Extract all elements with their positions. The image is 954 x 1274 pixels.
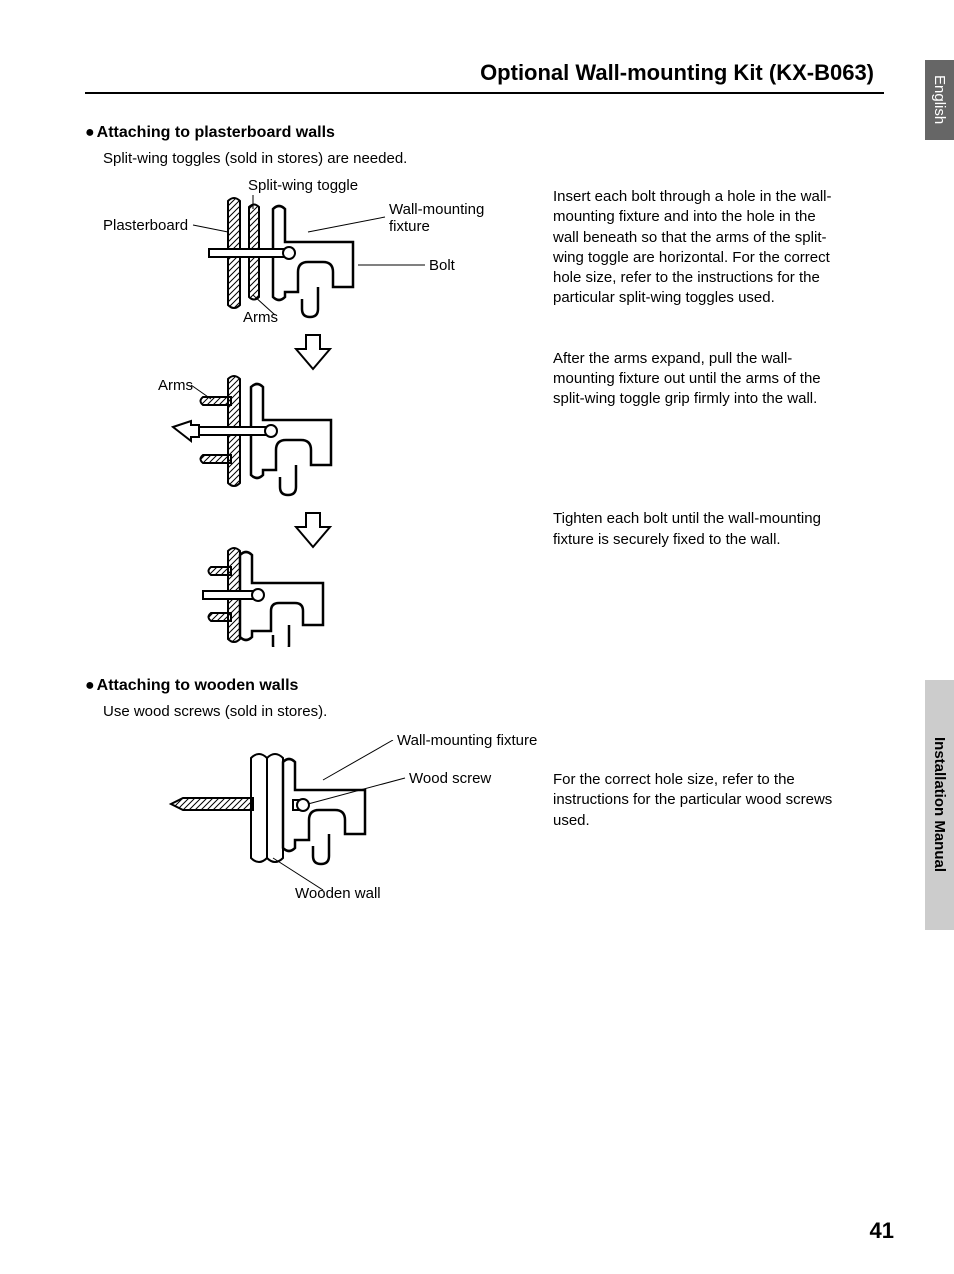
plasterboard-step2: After the arms expand, pull the wall-mou… [553, 349, 833, 410]
wooden-steps-text: For the correct hole size, refer to the … [553, 740, 833, 920]
label-arms-top: Arms [243, 309, 278, 326]
wooden-heading: Attaching to wooden walls [85, 677, 884, 695]
plasterboard-steps-text: Insert each bolt through a hole in the w… [553, 187, 833, 647]
language-tab: English [925, 60, 954, 140]
plasterboard-intro: Split-wing toggles (sold in stores) are … [103, 150, 884, 167]
wooden-diagram: Wall-mounting fixture Wood screw Wooden … [103, 740, 523, 920]
plasterboard-step1: Insert each bolt through a hole in the w… [553, 187, 833, 309]
wooden-step1: For the correct hole size, refer to the … [553, 770, 833, 831]
plasterboard-step3: Tighten each bolt until the wall-mountin… [553, 509, 833, 550]
label-split-wing-toggle: Split-wing toggle [248, 177, 358, 194]
label-plasterboard: Plasterboard [103, 217, 188, 234]
manual-tab: Installation Manual [925, 680, 954, 930]
page-title: Optional Wall-mounting Kit (KX-B063) [85, 60, 884, 94]
label-wood-wall-mounting-fixture: Wall-mounting fixture [397, 732, 537, 749]
label-wall-mounting-fixture: Wall-mounting fixture [389, 201, 509, 235]
plasterboard-diagram: Split-wing toggle Plasterboard Wall-moun… [103, 187, 523, 647]
label-wooden-wall: Wooden wall [295, 885, 381, 902]
plasterboard-heading: Attaching to plasterboard walls [85, 124, 884, 142]
label-bolt: Bolt [429, 257, 455, 274]
label-wood-screw: Wood screw [409, 770, 491, 787]
page-number: 41 [870, 1218, 894, 1244]
label-arms-mid: Arms [158, 377, 193, 394]
wooden-intro: Use wood screws (sold in stores). [103, 703, 884, 720]
